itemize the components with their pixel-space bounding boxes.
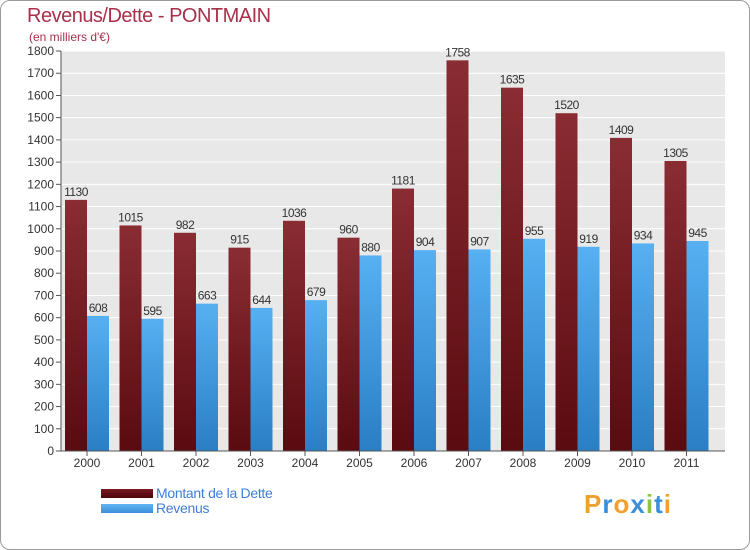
y-tick-label: 800 <box>34 266 54 280</box>
legend-label-revenue: Revenus <box>156 500 210 516</box>
y-tick-label: 1700 <box>27 66 54 80</box>
bar-value-label-debt: 982 <box>176 218 195 232</box>
x-tick-label: 2004 <box>292 456 319 470</box>
bar-value-label-debt: 1520 <box>554 98 580 112</box>
bar-value-label-revenue: 595 <box>143 304 162 318</box>
bar-value-label-revenue: 934 <box>634 228 653 242</box>
bar-revenue <box>632 243 654 451</box>
y-tick-label: 600 <box>34 311 54 325</box>
y-tick-label: 400 <box>34 355 54 369</box>
y-tick-label: 1200 <box>27 177 54 191</box>
legend-swatch-debt <box>101 489 153 498</box>
x-tick-label: 2007 <box>455 456 482 470</box>
bar-revenue <box>686 241 709 451</box>
y-tick-label: 1400 <box>27 133 54 147</box>
logo-letter: P <box>584 489 603 519</box>
x-tick-label: 2005 <box>346 456 373 470</box>
bar-debt <box>555 113 578 451</box>
bar-debt <box>501 87 523 452</box>
y-tick-label: 1600 <box>27 88 54 102</box>
bar-value-label-debt: 1758 <box>445 45 471 59</box>
x-tick-label: 2000 <box>74 456 101 470</box>
bar-value-label-revenue: 644 <box>252 293 271 307</box>
chart-subtitle: (en milliers d'€) <box>29 30 110 44</box>
bar-debt <box>392 188 414 452</box>
y-tick-label: 300 <box>34 377 54 391</box>
bar-revenue <box>250 307 273 451</box>
legend-label-debt: Montant de la Dette <box>156 485 273 501</box>
x-tick-label: 2011 <box>674 456 700 470</box>
bar-debt <box>228 247 251 451</box>
y-tick-label: 0 <box>47 444 54 458</box>
bar-revenue <box>468 249 491 451</box>
bar-revenue <box>359 255 382 451</box>
bar-revenue <box>141 318 164 451</box>
x-tick-label: 2003 <box>237 456 264 470</box>
x-tick-label: 2009 <box>564 456 591 470</box>
proxiti-logo: Proxiti <box>584 489 672 520</box>
bar-debt <box>337 237 360 451</box>
bar-value-label-revenue: 880 <box>361 240 380 254</box>
logo-letter: i <box>645 489 655 519</box>
bar-value-label-revenue: 663 <box>198 289 217 303</box>
x-tick-label: 2001 <box>128 456 155 470</box>
bar-value-label-debt: 960 <box>339 223 358 237</box>
bar-value-label-revenue: 919 <box>579 232 598 246</box>
chart-title: Revenus/Dette - PONTMAIN <box>27 5 271 27</box>
bar-value-label-debt: 1409 <box>609 123 635 137</box>
bar-value-label-revenue: 907 <box>470 234 489 248</box>
bar-value-label-debt: 1130 <box>64 185 89 199</box>
y-tick-label: 1500 <box>27 111 54 125</box>
y-tick-label: 1100 <box>28 200 54 214</box>
bar-value-label-debt: 1015 <box>118 210 144 224</box>
bar-revenue <box>305 300 327 451</box>
bar-value-label-revenue: 945 <box>688 226 707 240</box>
y-tick-label: 100 <box>34 422 54 436</box>
bar-debt <box>610 137 632 451</box>
bar-debt <box>65 199 87 451</box>
bar-value-label-debt: 1305 <box>663 146 689 160</box>
bar-revenue <box>414 250 436 451</box>
y-tick-label: 200 <box>34 400 54 414</box>
bar-revenue <box>87 315 109 451</box>
logo-letter: i <box>663 489 672 519</box>
x-tick-label: 2010 <box>619 456 646 470</box>
x-tick-label: 2006 <box>401 456 428 470</box>
bar-value-label-revenue: 608 <box>89 301 108 315</box>
bar-revenue <box>196 303 218 451</box>
x-tick-label: 2008 <box>510 456 537 470</box>
logo-letter: t <box>654 489 664 519</box>
bar-revenue <box>523 238 545 451</box>
y-tick-label: 900 <box>34 244 54 258</box>
y-axis: 0 100 200 300 400 500 600 700 800 900 1000 1100 1200… <box>27 44 62 458</box>
bar-value-label-debt: 1036 <box>282 206 308 220</box>
bar-revenue <box>577 246 600 451</box>
bar-debt <box>174 232 196 451</box>
logo-letter: o <box>613 489 631 519</box>
bar-debt <box>446 60 469 451</box>
y-tick-label: 1000 <box>27 222 54 236</box>
bar-value-label-revenue: 904 <box>416 235 435 249</box>
bar-value-label-revenue: 679 <box>307 285 326 299</box>
bar-value-label-revenue: 955 <box>525 224 544 238</box>
bar-debt <box>119 225 142 451</box>
bar-value-label-debt: 1181 <box>391 174 416 188</box>
bar-value-label-debt: 915 <box>230 233 249 247</box>
bar-value-label-debt: 1635 <box>500 73 526 87</box>
legend-swatch-revenue <box>101 504 153 513</box>
logo-letter: x <box>630 489 646 519</box>
bar-debt <box>664 161 687 451</box>
logo-letter: r <box>602 489 614 519</box>
x-axis: 2000 2001 2002 2003 2004 2005 2006 2007 2008 2009… <box>61 450 725 470</box>
bar-debt <box>283 220 305 451</box>
y-tick-label: 700 <box>34 288 54 302</box>
y-tick-label: 500 <box>34 333 54 347</box>
x-tick-label: 2002 <box>183 456 210 470</box>
y-tick-label: 1300 <box>27 155 54 169</box>
y-tick-label: 1800 <box>27 44 54 58</box>
